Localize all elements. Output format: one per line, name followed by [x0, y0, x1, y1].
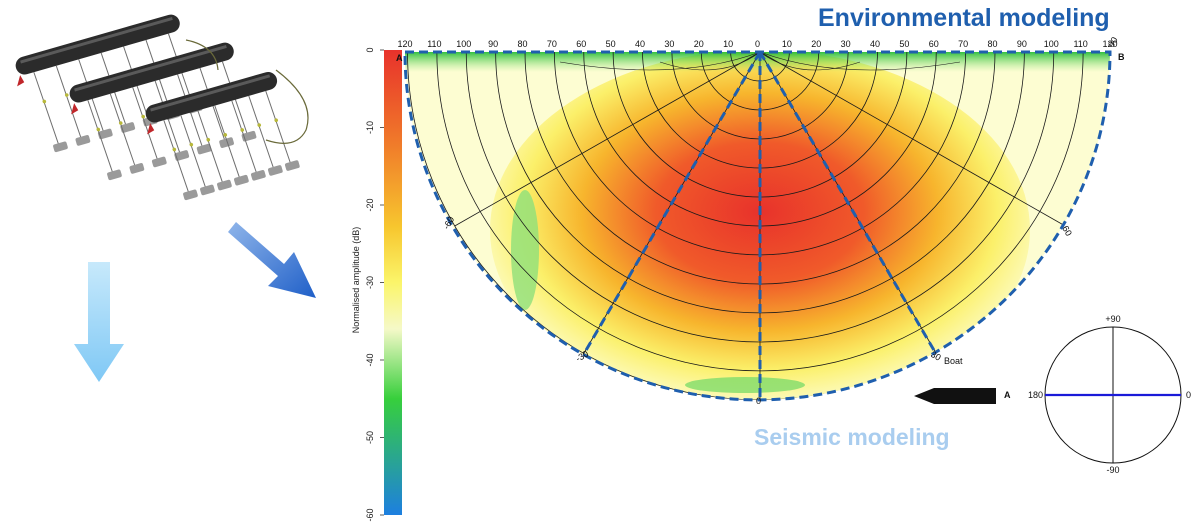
- polar-heatmap: [403, 50, 1112, 402]
- polar-top-tick-label: 20: [694, 39, 704, 49]
- polar-grid-spoke: [759, 52, 1066, 227]
- label-b-right: B: [1118, 52, 1125, 62]
- sector-line-left: [583, 51, 762, 353]
- polar-top-tick-label: 10: [723, 39, 733, 49]
- polar-top-ticks: 120 110 100 90 80 70 60 50 40 30 20 10 0 10 20 30 40 50 60…: [397, 39, 1117, 49]
- polar-top-tick-label: 30: [841, 39, 851, 49]
- colorbar-axis-label: Normalised amplitude (dB): [351, 226, 361, 334]
- polar-top-tick-label: 10: [782, 39, 792, 49]
- polar-grid-fan: [559, 52, 761, 71]
- boat-label: Boat: [944, 356, 963, 366]
- down-arrow: [74, 262, 124, 382]
- colorbar-tick-label: -50: [365, 431, 375, 444]
- colorbar-tick-label: -20: [365, 198, 375, 211]
- polar-top-tick-label: 40: [870, 39, 880, 49]
- label-a-left: A: [396, 53, 403, 63]
- orientation-top-label: +90: [1105, 314, 1120, 324]
- environmental-modeling-title: Environmental modeling: [818, 4, 1110, 32]
- label-plus-60: 60: [1060, 224, 1074, 238]
- boat-icon: [914, 388, 996, 404]
- polar-top-tick-label: 110: [427, 39, 441, 49]
- orientation-circle: +90 -90 180 0: [1028, 314, 1191, 475]
- polar-top-tick-label: 80: [517, 39, 527, 49]
- label-zero-bottom: 0: [756, 396, 761, 406]
- polar-grid-fan: [759, 52, 861, 71]
- label-90-right: 90: [1106, 35, 1120, 49]
- polar-top-tick-label: 120: [1102, 39, 1117, 49]
- colorbar: [384, 50, 402, 515]
- colorbar-tick-label: -40: [365, 353, 375, 366]
- polar-top-tick-label: 30: [664, 39, 674, 49]
- hydrophone-array-illustration: [15, 14, 309, 201]
- polar-grid-fan: [759, 52, 961, 71]
- polar-grid-spoke: [454, 52, 761, 227]
- semicircle-outline: [403, 50, 1112, 402]
- colorbar-tick-label: -60: [365, 508, 375, 521]
- polar-radial-labels: A B 90 -60 60 -30 30 0 Boat: [396, 35, 1125, 406]
- colorbar-tick-label: 0: [365, 47, 375, 52]
- polar-top-tick-label: 70: [547, 39, 557, 49]
- polar-top-tick-label: 110: [1073, 39, 1087, 49]
- polar-grid-fan: [659, 52, 761, 71]
- polar-top-tick-label: 100: [456, 39, 471, 49]
- streamer-unit: [69, 42, 257, 181]
- polar-top-tick-label: 20: [811, 39, 821, 49]
- diagonal-arrow: [228, 222, 316, 298]
- polar-top-tick-label: 70: [958, 39, 968, 49]
- polar-top-tick-label: 60: [576, 39, 586, 49]
- polar-top-tick-label: 80: [987, 39, 997, 49]
- label-plus-30: 30: [929, 349, 943, 363]
- colorbar-tick-label: -30: [365, 276, 375, 289]
- orientation-left-label: 180: [1028, 390, 1043, 400]
- orientation-bottom-label: -90: [1106, 465, 1119, 475]
- polar-top-tick-label: 100: [1044, 39, 1059, 49]
- polar-top-tick-label: 50: [606, 39, 616, 49]
- polar-top-tick-label: 0: [755, 39, 760, 49]
- sector-line-right: [758, 51, 937, 353]
- polar-top-tick-label: 60: [929, 39, 939, 49]
- seismic-modeling-title: Seismic modeling: [754, 424, 950, 450]
- boat-end-label: A: [1004, 390, 1011, 400]
- streamer-unit: [145, 71, 300, 201]
- polar-top-tick-label: 120: [397, 39, 412, 49]
- polar-top-tick-label: 40: [635, 39, 645, 49]
- orientation-right-label: 0: [1186, 390, 1191, 400]
- colorbar-ticks: 0 -10 -20 -30 -40 -50 -60: [365, 47, 384, 522]
- polar-top-tick-label: 90: [1017, 39, 1027, 49]
- polar-top-tick-label: 90: [488, 39, 498, 49]
- polar-top-tick-label: 50: [899, 39, 909, 49]
- colorbar-tick-label: -10: [365, 121, 375, 134]
